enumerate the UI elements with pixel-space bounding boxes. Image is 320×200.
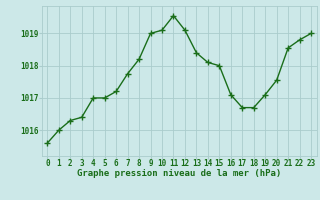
X-axis label: Graphe pression niveau de la mer (hPa): Graphe pression niveau de la mer (hPa) <box>77 169 281 178</box>
